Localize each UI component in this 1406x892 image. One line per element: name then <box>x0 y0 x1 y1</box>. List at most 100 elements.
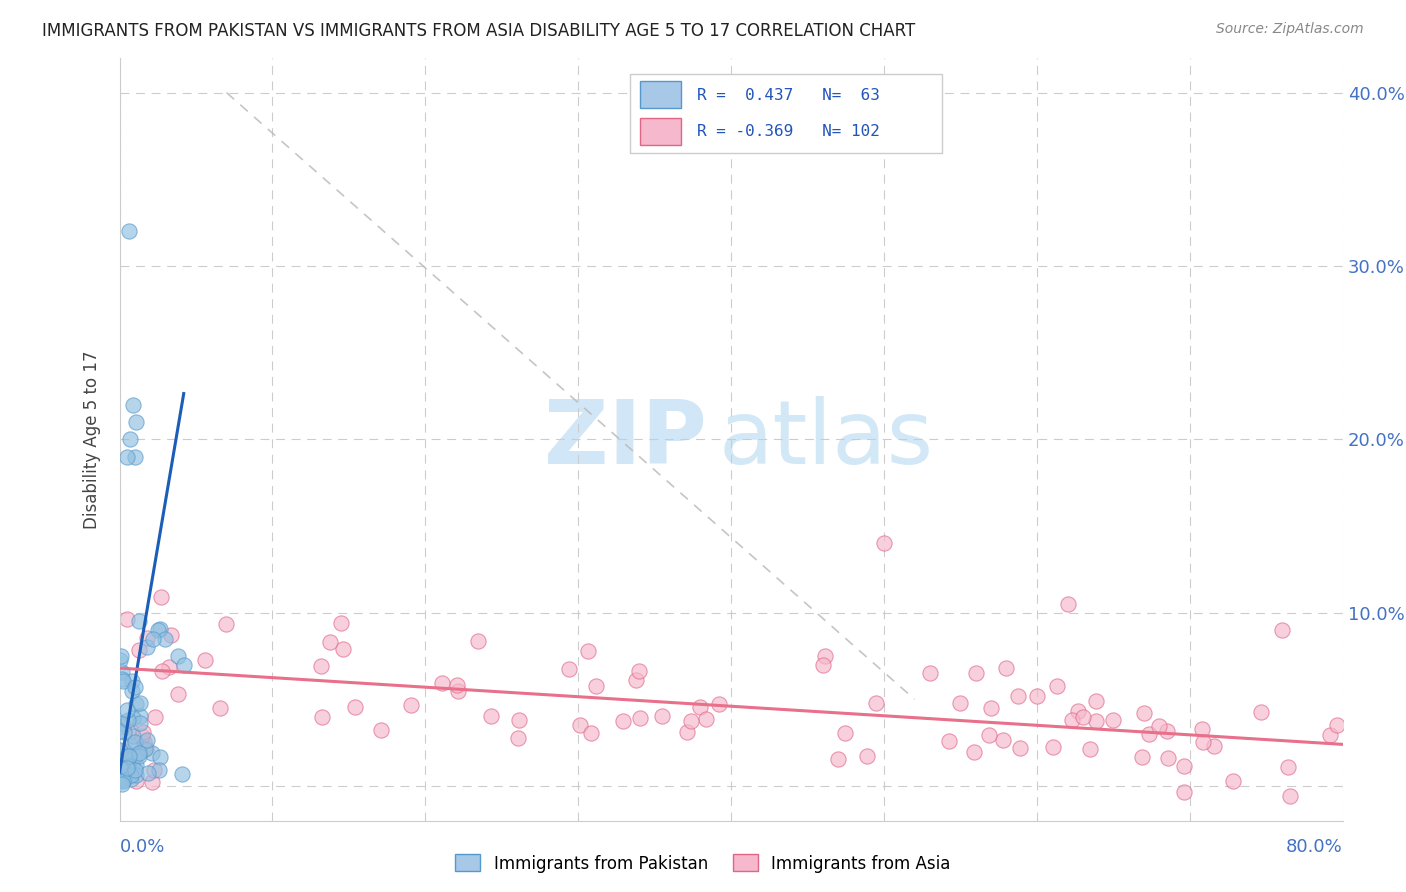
Point <box>155 632 177 646</box>
Point <box>142 763 165 777</box>
Point <box>612 714 634 728</box>
Point <box>131 725 153 739</box>
Point <box>108 760 131 774</box>
Point <box>399 698 422 713</box>
Point <box>115 761 138 775</box>
Point <box>508 714 530 728</box>
Point <box>115 450 138 464</box>
Point <box>124 450 146 464</box>
Point <box>117 749 139 764</box>
Point <box>117 713 139 727</box>
Point <box>125 773 148 788</box>
Point <box>506 731 529 746</box>
Point <box>146 623 169 637</box>
Point <box>141 746 163 760</box>
Text: 0.0%: 0.0% <box>120 838 165 855</box>
Point <box>918 666 941 681</box>
Point <box>136 733 159 747</box>
Point <box>991 733 1014 747</box>
Point <box>115 612 138 626</box>
Point <box>112 773 135 788</box>
Point <box>1042 739 1064 754</box>
Point <box>108 653 131 667</box>
Point <box>332 641 354 656</box>
Point <box>1319 727 1341 741</box>
Point <box>124 680 146 694</box>
Point <box>1062 713 1084 727</box>
Point <box>108 742 131 756</box>
Point <box>208 701 231 715</box>
Point <box>124 768 146 782</box>
Point <box>1007 689 1029 703</box>
Text: ZIP: ZIP <box>544 396 707 483</box>
Point <box>172 766 194 780</box>
Point <box>121 674 143 689</box>
Point <box>149 591 172 605</box>
Point <box>995 661 1018 675</box>
Point <box>1156 724 1178 739</box>
Point <box>811 657 834 672</box>
Point <box>1278 789 1301 803</box>
Point <box>1222 774 1244 789</box>
Point <box>949 696 972 710</box>
Point <box>118 751 141 765</box>
Point <box>160 628 183 642</box>
Point <box>114 744 136 758</box>
Point <box>111 715 134 730</box>
Point <box>676 725 699 739</box>
Point <box>1326 718 1348 732</box>
Point <box>965 666 987 681</box>
Point <box>134 742 156 756</box>
Point <box>135 741 157 756</box>
Point <box>131 729 153 743</box>
Point <box>110 770 132 784</box>
Point <box>121 684 143 698</box>
Point <box>124 749 146 764</box>
Point <box>124 763 146 777</box>
Point <box>432 676 454 690</box>
Point <box>1191 735 1213 749</box>
Point <box>110 649 132 664</box>
Point <box>1173 785 1195 799</box>
Point <box>370 723 392 737</box>
Point <box>120 772 142 786</box>
Point <box>963 745 986 759</box>
Point <box>122 711 145 725</box>
Point <box>122 398 145 412</box>
Point <box>1157 751 1180 765</box>
Point <box>150 664 173 678</box>
Point <box>149 749 172 764</box>
Point <box>118 738 141 752</box>
Point <box>873 536 896 550</box>
Point <box>628 711 651 725</box>
Point <box>628 664 651 678</box>
Point <box>111 774 134 789</box>
Point <box>120 724 142 739</box>
Point <box>112 724 135 739</box>
Point <box>128 643 150 657</box>
Point <box>141 775 163 789</box>
Point <box>112 771 135 785</box>
Point <box>1277 760 1299 774</box>
Point <box>467 634 489 648</box>
Point <box>1078 741 1101 756</box>
Point <box>1046 679 1069 693</box>
Point <box>446 684 468 698</box>
Point <box>215 617 238 632</box>
Point <box>1084 714 1107 729</box>
Point <box>309 658 332 673</box>
Point <box>1071 709 1094 723</box>
Point <box>1067 704 1090 718</box>
Legend: Immigrants from Pakistan, Immigrants from Asia: Immigrants from Pakistan, Immigrants fro… <box>449 847 957 880</box>
Point <box>112 674 135 689</box>
Point <box>143 709 166 723</box>
Point <box>115 748 138 763</box>
Point <box>979 728 1001 742</box>
Point <box>173 657 195 672</box>
Point <box>446 678 468 692</box>
Point <box>128 749 150 764</box>
Point <box>329 616 352 631</box>
Point <box>938 734 960 748</box>
Point <box>585 679 607 693</box>
Point <box>111 665 134 679</box>
